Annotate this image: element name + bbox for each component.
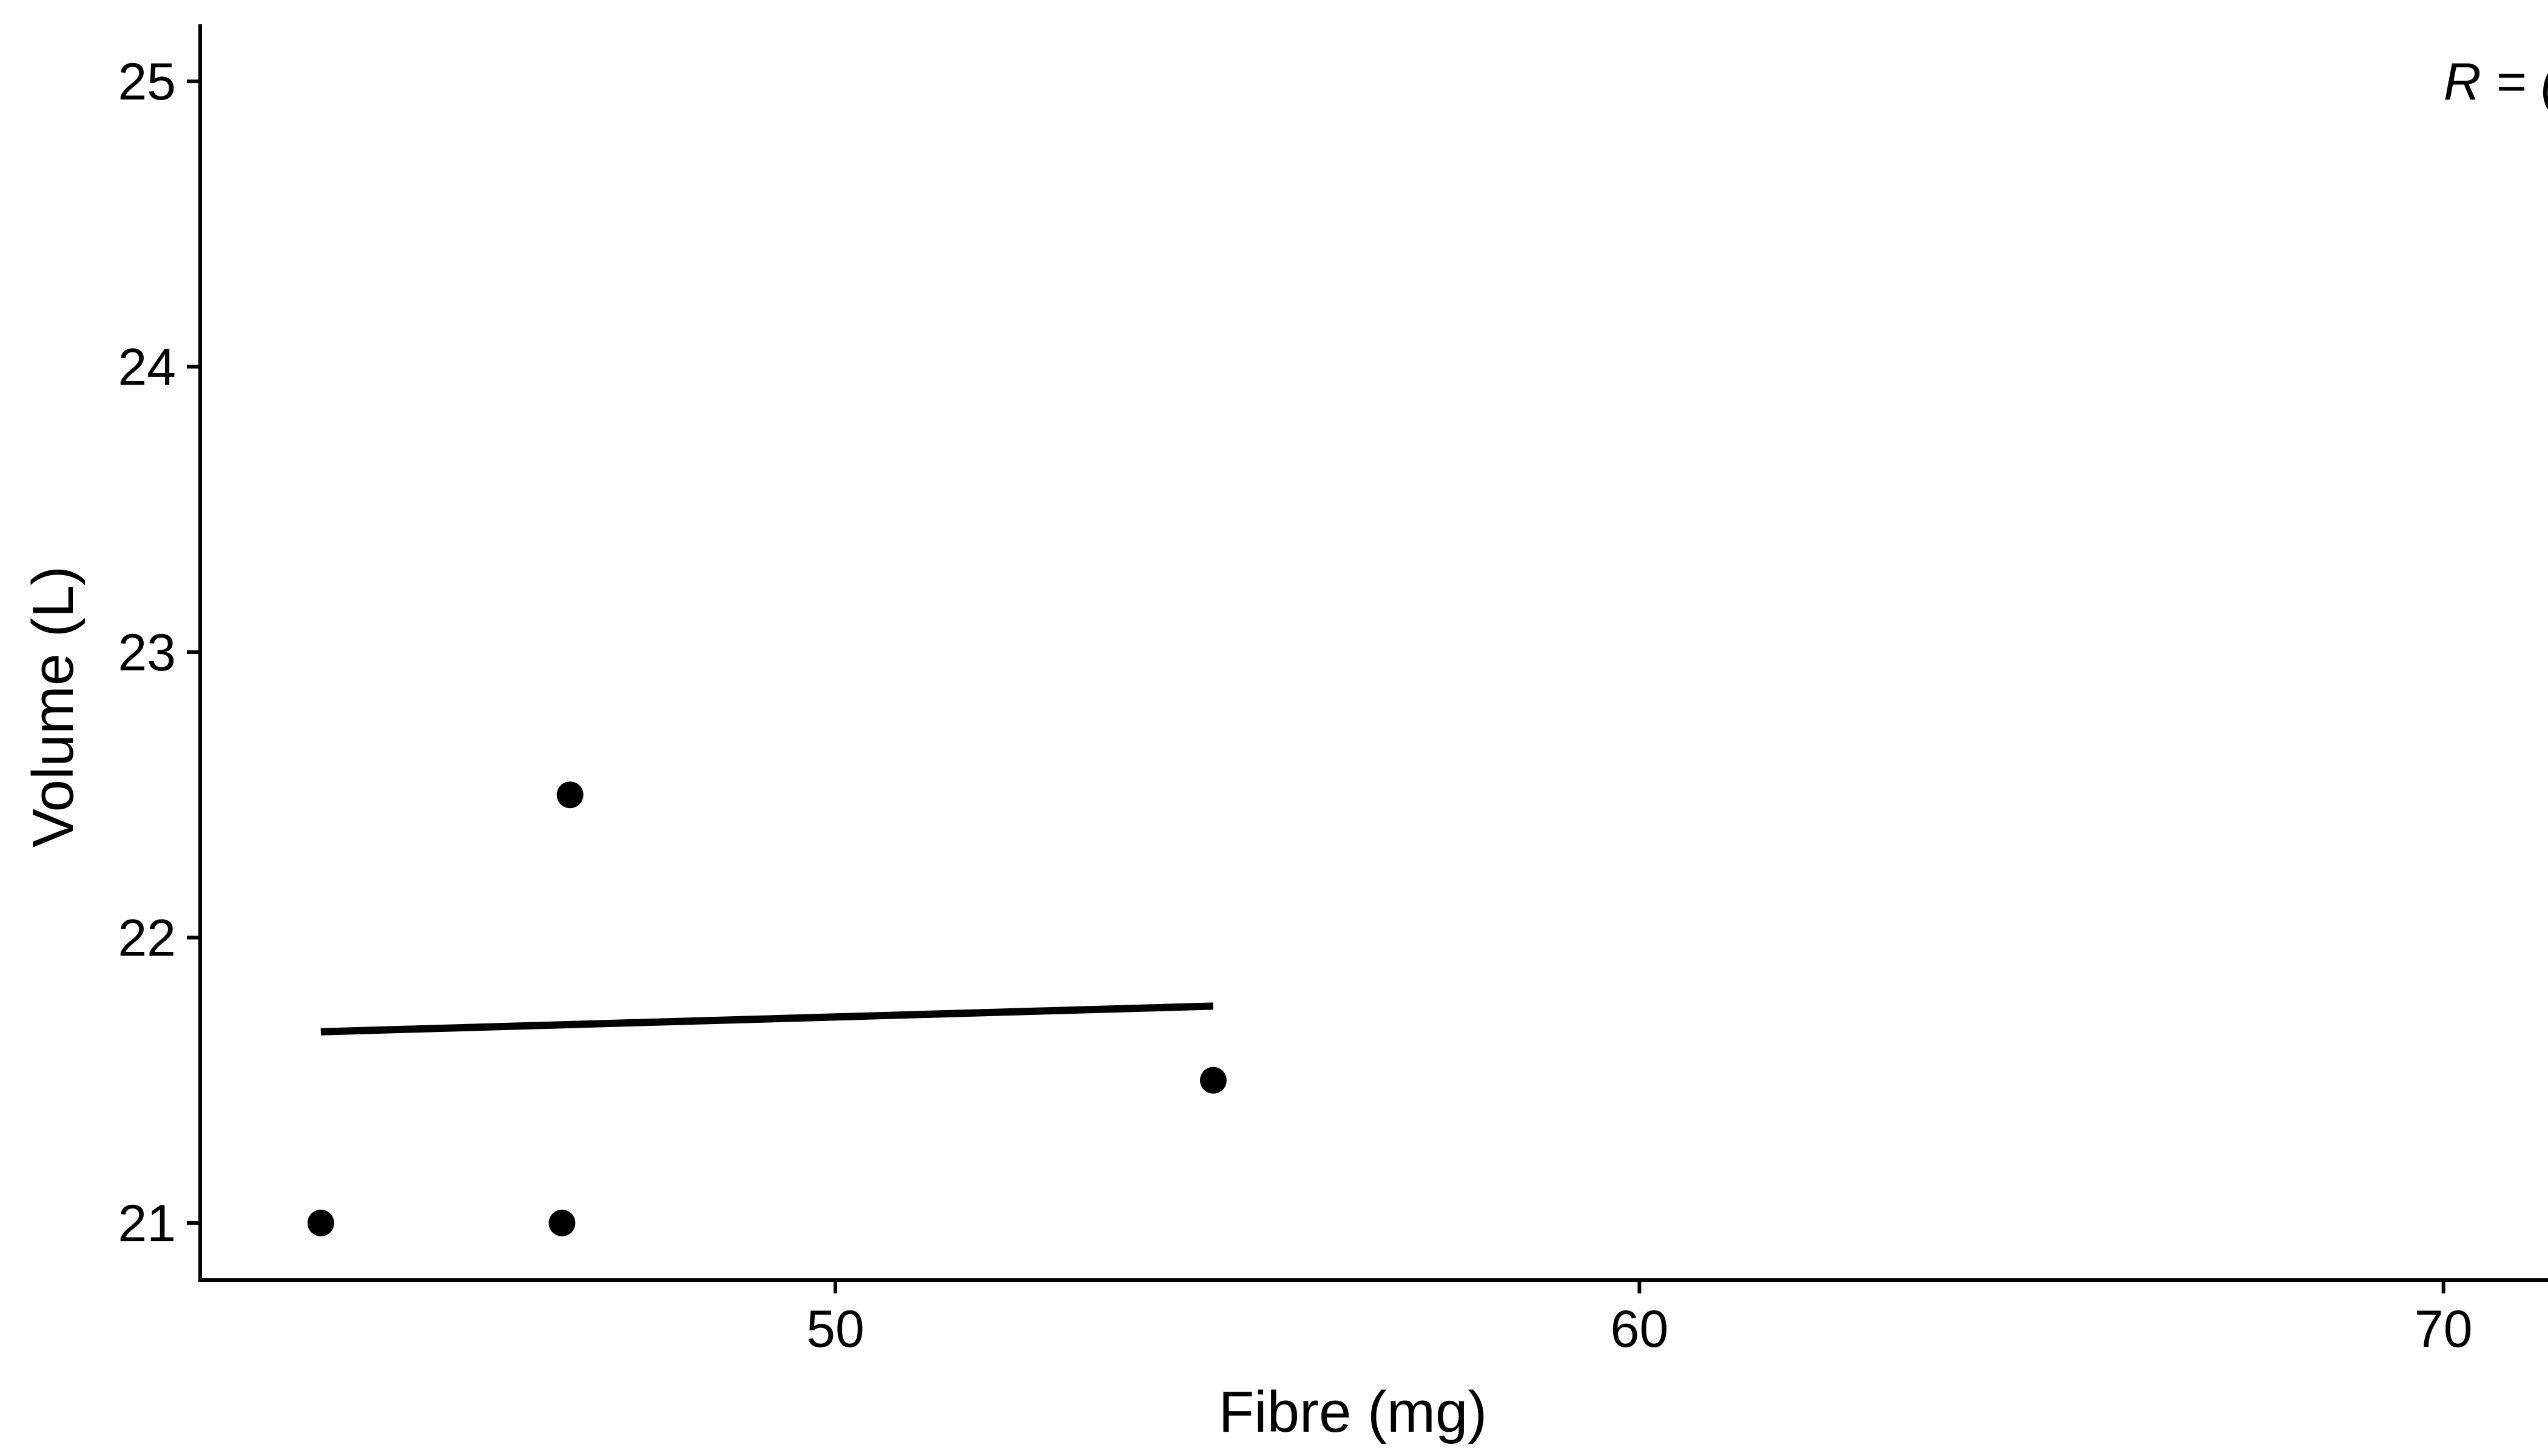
y-tick-label: 24 [118,339,176,397]
trend-line [320,1002,1214,1036]
data-point [307,1209,334,1236]
x-tick-label: 60 [1611,1300,1669,1358]
tick-labels: 21 22 23 24 25 50 60 70 [118,53,2472,1358]
y-axis-title: Volume (L) [21,566,86,848]
data-point [556,781,584,809]
trend-line-layer [320,1002,1214,1036]
correlation-annotation: R = ( [2444,53,2548,111]
data-point [1199,1067,1227,1094]
y-tick-label: 22 [118,909,176,967]
x-tick-label: 70 [2415,1300,2473,1358]
data-points [307,781,1227,1236]
y-tick-label: 23 [118,624,176,682]
data-point [548,1209,576,1236]
y-tick-label: 25 [118,53,176,111]
x-axis-title: Fibre (mg) [1219,1380,1488,1444]
x-tick-label: 50 [806,1300,864,1358]
y-tick-label: 21 [118,1195,176,1253]
axes [198,24,2548,1282]
tick-marks [187,79,2445,1293]
